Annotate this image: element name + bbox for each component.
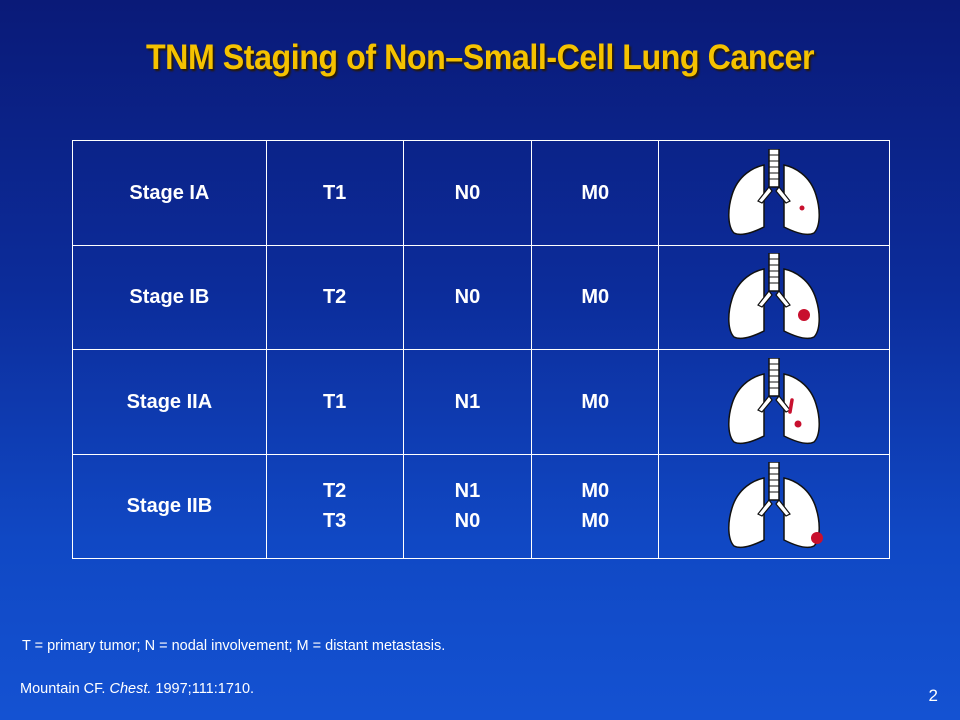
m-value: M0 — [581, 480, 610, 503]
lung-cell — [658, 140, 890, 246]
n-cell: N0 — [402, 244, 533, 350]
m-cell: M0 — [531, 244, 660, 350]
table-row: Stage IIB T2 T3 N1 N0 M0 M0 — [72, 453, 890, 559]
lung-tumor-small-icon — [728, 148, 820, 235]
m-value: M0 — [581, 510, 610, 533]
t-value: T3 — [322, 510, 347, 533]
lung-cell — [658, 453, 890, 559]
slide-title: TNM Staging of Non–Small-Cell Lung Cance… — [145, 38, 815, 77]
lung-cell — [658, 244, 890, 350]
stage-cell: Stage IB — [72, 244, 267, 350]
tumor-mark — [811, 532, 824, 545]
t-value: T2 — [322, 480, 347, 503]
tumor-mark — [799, 205, 805, 211]
reference-details: 1997;111:1710. — [151, 681, 255, 697]
lung-tumor-peripheral-icon — [728, 462, 824, 549]
slide-number: 2 — [928, 686, 938, 705]
staging-table: Stage IA T1 N0 M0 — [72, 140, 890, 559]
footnote: T = primary tumor; N = nodal involvement… — [22, 638, 446, 654]
lung-tumor-node-icon — [728, 357, 820, 444]
reference-authors: Mountain CF. — [20, 681, 110, 697]
n-value: N0 — [454, 510, 481, 533]
t-cell: T1 — [265, 349, 404, 455]
m-cell: M0 — [531, 140, 660, 246]
stage-cell: Stage IA — [72, 140, 267, 246]
m-cell: M0 — [531, 349, 660, 455]
reference-citation: Mountain CF. Chest. 1997;111:1710. — [20, 681, 254, 697]
n-cell: N0 — [402, 140, 533, 246]
reference-journal: Chest. — [109, 681, 152, 697]
table-row: Stage IB T2 N0 M0 — [72, 244, 890, 350]
t-cell: T2 T3 — [265, 453, 404, 559]
table-row: Stage IA T1 N0 M0 — [72, 140, 890, 246]
node-mark — [788, 398, 794, 414]
t-cell: T1 — [265, 140, 404, 246]
n-value: N1 — [454, 480, 481, 503]
stage-cell: Stage IIB — [72, 453, 267, 559]
t-cell: T2 — [265, 244, 404, 350]
table-row: Stage IIA T1 N1 M0 — [72, 349, 890, 455]
tumor-mark — [794, 420, 802, 428]
stage-cell: Stage IIA — [72, 349, 267, 455]
lung-tumor-large-icon — [728, 253, 820, 340]
tumor-mark — [798, 309, 811, 322]
n-cell: N1 — [402, 349, 533, 455]
m-cell: M0 M0 — [531, 453, 660, 559]
lung-cell — [658, 349, 890, 455]
n-cell: N1 N0 — [402, 453, 533, 559]
